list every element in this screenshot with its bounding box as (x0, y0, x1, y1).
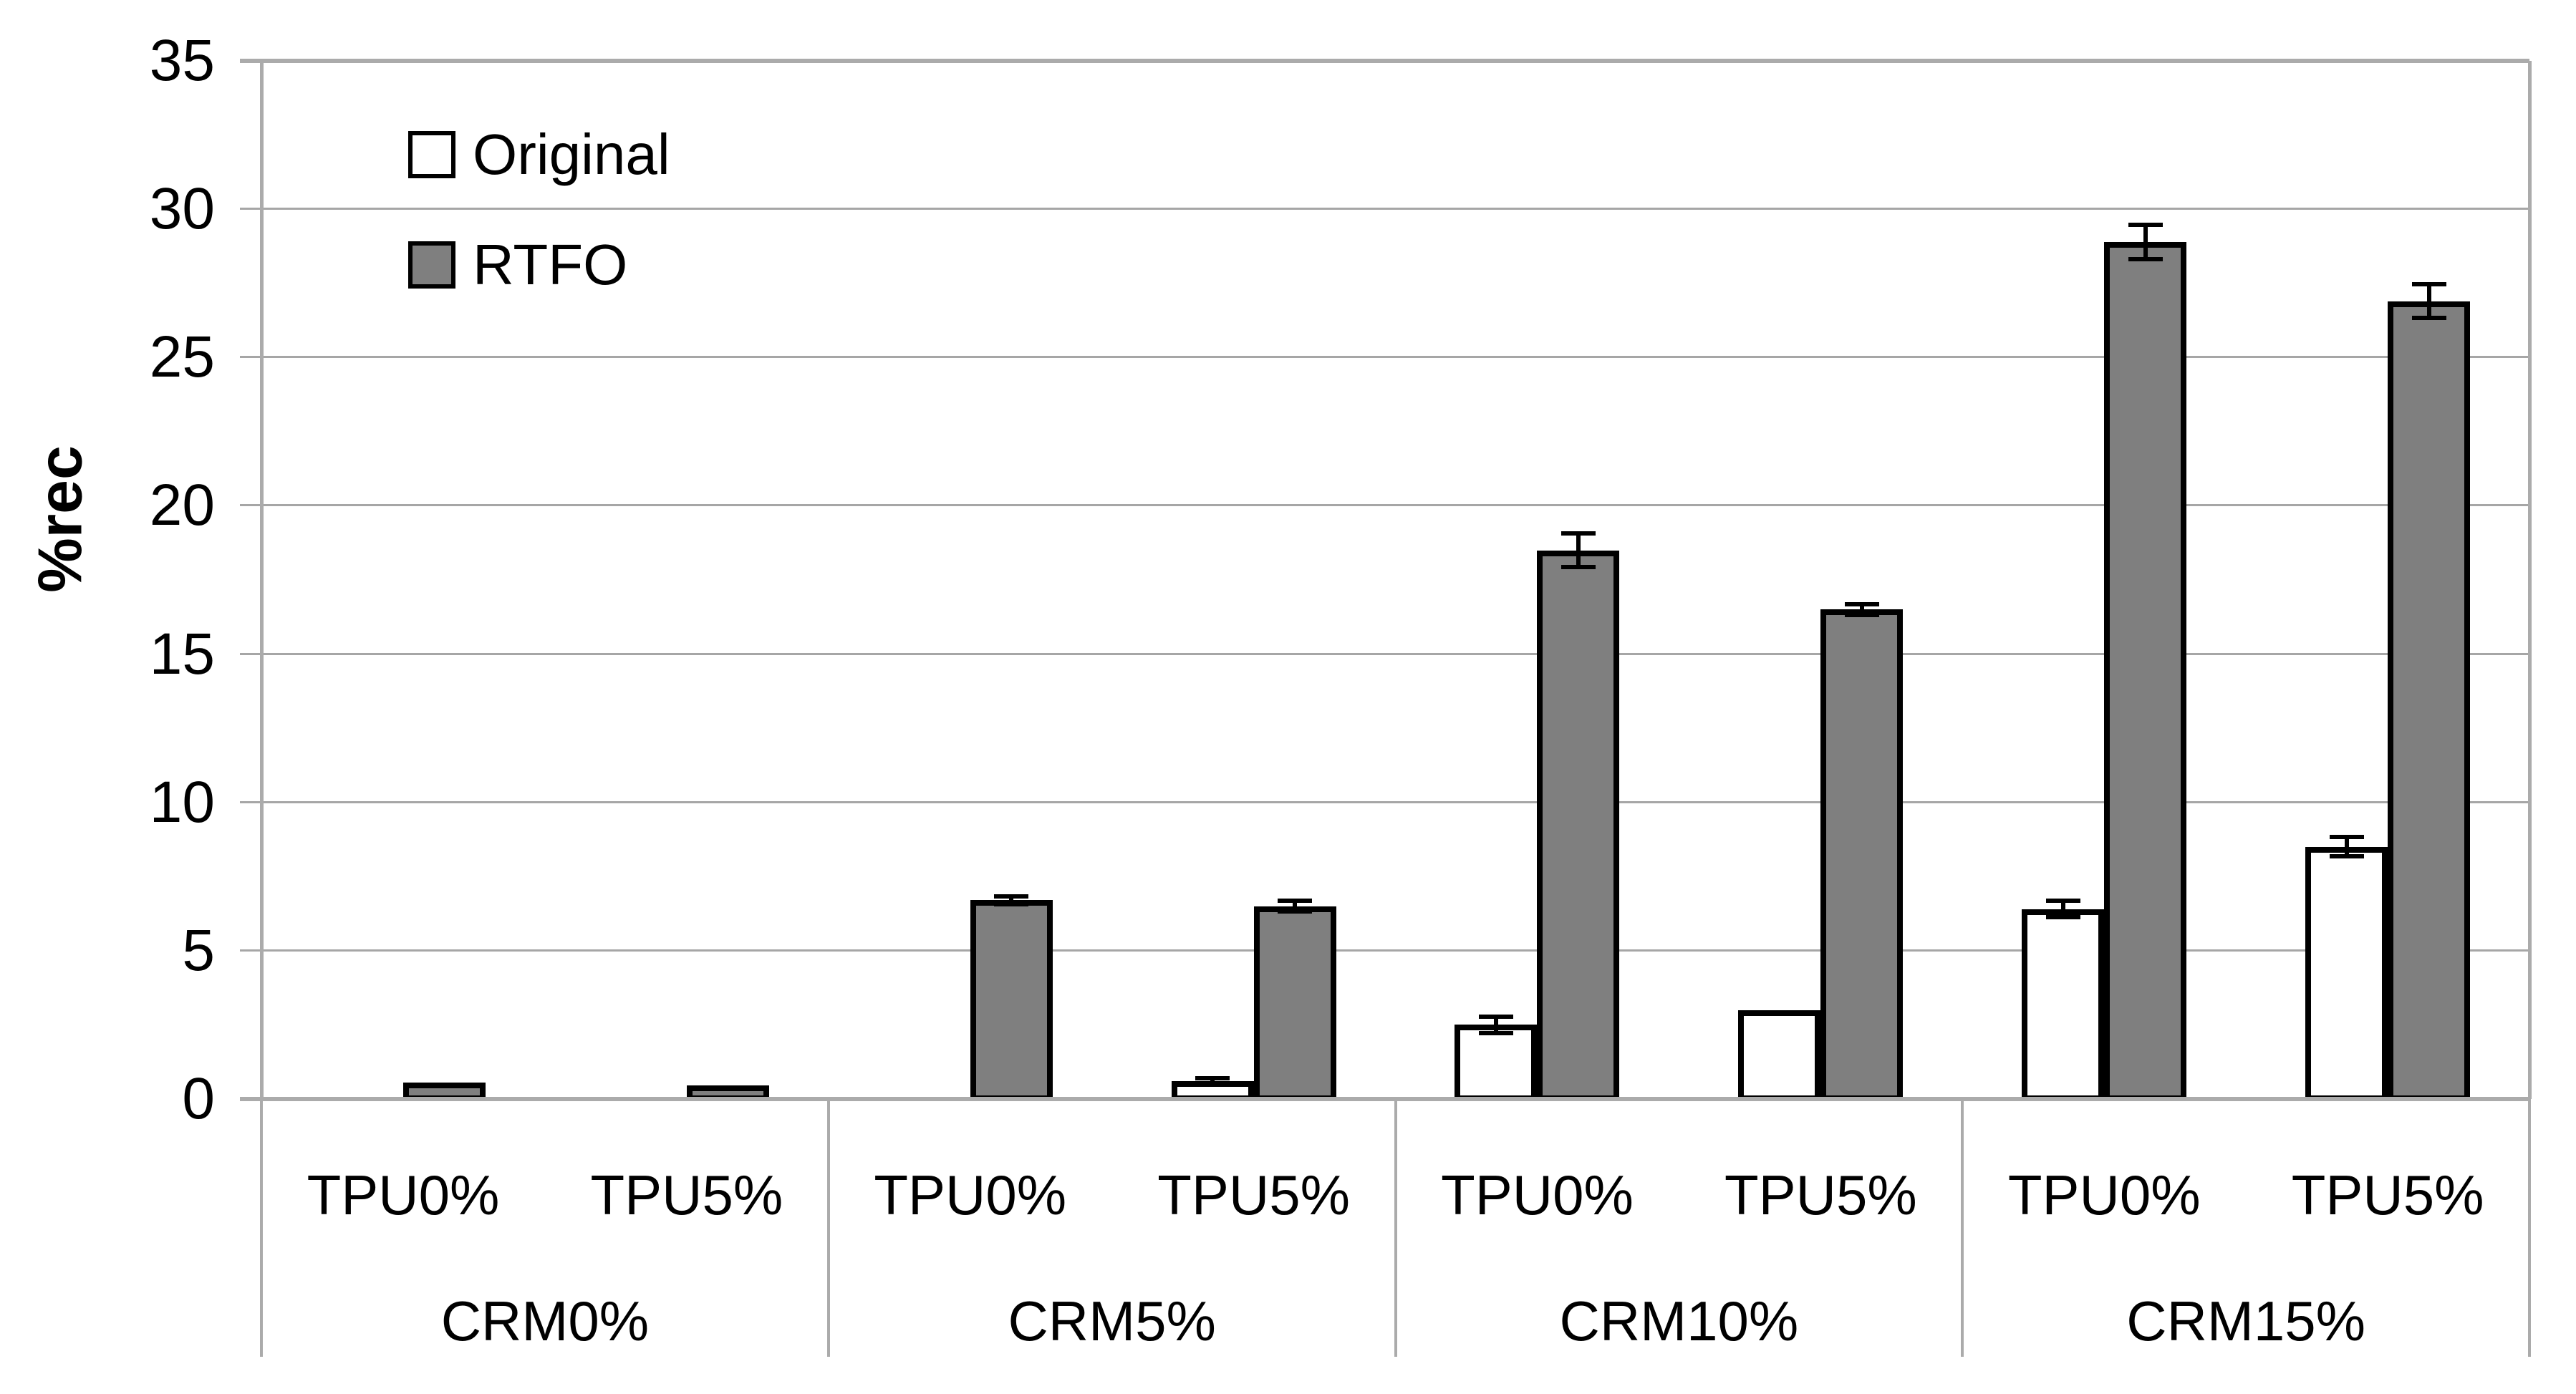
x-label-crm: CRM15% (2126, 1289, 2365, 1352)
error-bar-cap (2411, 316, 2446, 321)
gridline (261, 652, 2529, 655)
bar-rtfo (2104, 241, 2187, 1101)
error-bar (2426, 283, 2431, 319)
error-bar-cap (2128, 256, 2163, 261)
error-bar-cap (2128, 222, 2163, 227)
x-label-tpu: TPU5% (2291, 1163, 2484, 1226)
x-label-tpu: TPU0% (874, 1163, 1067, 1226)
legend-label-rtfo: RTFO (473, 233, 628, 296)
error-bar (2060, 900, 2065, 919)
error-bar-cap (1844, 612, 1879, 617)
y-axis-tick (240, 652, 261, 655)
bar-rtfo (1820, 609, 1904, 1101)
gridline (261, 949, 2529, 952)
error-bar-cap (1278, 909, 1313, 914)
error-bar-cap (1478, 1030, 1513, 1035)
gridline (261, 356, 2529, 359)
legend-item-rtfo: RTFO (408, 233, 670, 296)
y-tick-label: 10 (149, 769, 215, 835)
y-axis-tick (240, 356, 261, 359)
x-label-crm: CRM5% (1008, 1289, 1216, 1352)
x-label-crm: CRM10% (1559, 1289, 1799, 1352)
error-bar-cap (2329, 835, 2364, 840)
y-axis-tick (240, 800, 261, 803)
group-divider (1394, 1099, 1397, 1357)
bar-rtfo (970, 900, 1053, 1101)
bar-rtfo (1253, 906, 1336, 1101)
x-label-tpu: TPU5% (590, 1163, 783, 1226)
y-tick-label: 0 (182, 1066, 215, 1131)
bar-rtfo (2388, 301, 2471, 1101)
error-bar-cap (2329, 854, 2364, 859)
group-divider (1961, 1099, 1964, 1357)
error-bar-cap (1478, 1015, 1513, 1019)
y-axis-tick (240, 504, 261, 507)
bar-original (1738, 1010, 1821, 1101)
legend-label-original: Original (473, 122, 670, 186)
gridline (261, 800, 2529, 803)
x-label-tpu: TPU0% (2007, 1163, 2201, 1226)
error-bar-cap (1560, 531, 1596, 536)
y-tick-label: 30 (149, 176, 215, 242)
error-bar (1009, 896, 1014, 905)
error-bar-cap (1560, 565, 1596, 570)
error-bar (2344, 836, 2349, 858)
bar-original (2022, 909, 2105, 1101)
legend-swatch-rtfo-icon (408, 241, 455, 289)
legend-swatch-original-icon (408, 131, 455, 178)
group-divider (826, 1099, 830, 1357)
error-bar-cap (1195, 1076, 1230, 1081)
error-bar-cap (2045, 915, 2080, 920)
error-bar (1210, 1078, 1215, 1085)
y-axis-tick (240, 208, 261, 210)
plot-top-border (240, 59, 2529, 63)
error-bar-cap (994, 901, 1029, 906)
y-tick-label: 25 (149, 324, 215, 390)
error-bar (1493, 1016, 1498, 1034)
legend-item-original: Original (408, 122, 670, 186)
gridline (261, 504, 2529, 507)
error-bar-cap (994, 894, 1029, 899)
error-bar-cap (2045, 899, 2080, 904)
error-bar-cap (1844, 602, 1879, 607)
error-bar (1293, 900, 1298, 912)
gridline (261, 208, 2529, 210)
error-bar (1859, 604, 1864, 616)
x-label-tpu: TPU0% (1441, 1163, 1634, 1226)
plot-right-border (2528, 61, 2532, 1099)
y-tick-label: 20 (149, 473, 215, 538)
y-tick-label: 35 (149, 28, 215, 93)
x-label-tpu: TPU5% (1724, 1163, 1917, 1226)
bar-original (2305, 846, 2388, 1101)
error-bar-cap (1278, 899, 1313, 904)
error-bar-cap (1195, 1082, 1230, 1087)
x-label-tpu: TPU5% (1157, 1163, 1350, 1226)
group-divider (2528, 1099, 2531, 1357)
y-axis-tick (240, 949, 261, 952)
error-bar (1576, 532, 1581, 568)
bar-rtfo (1537, 550, 1620, 1101)
y-tick-label: 15 (149, 621, 215, 687)
legend: Original RTFO (408, 122, 670, 351)
x-label-tpu: TPU0% (307, 1163, 500, 1226)
x-label-crm: CRM0% (440, 1289, 650, 1352)
y-axis-line (260, 61, 264, 1099)
y-tick-label: 5 (182, 917, 215, 983)
error-bar-cap (2411, 281, 2446, 286)
error-bar (2143, 223, 2148, 260)
x-axis-line (240, 1097, 2529, 1101)
bar-original (1455, 1025, 1538, 1101)
group-divider (260, 1099, 263, 1357)
